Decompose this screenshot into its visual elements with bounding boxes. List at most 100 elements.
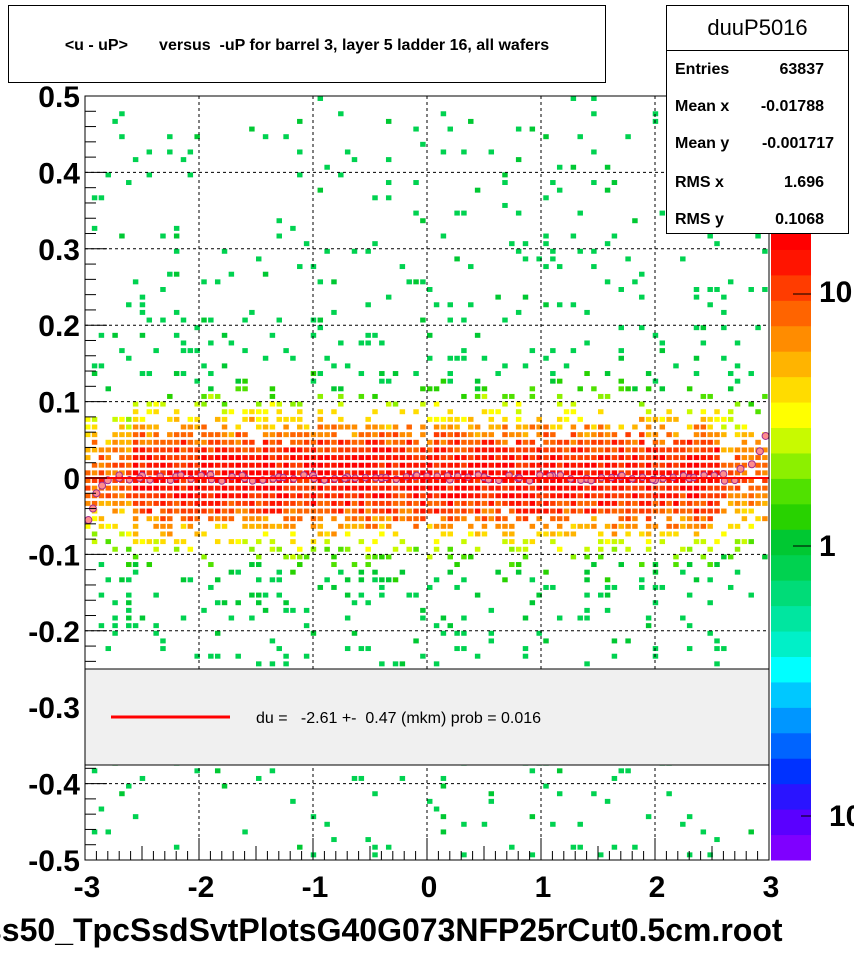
heatmap-cell xyxy=(119,432,125,438)
heatmap-cell xyxy=(515,210,522,216)
heatmap-cell xyxy=(447,523,453,529)
heatmap-cell xyxy=(290,355,296,361)
heatmap-cell xyxy=(543,569,549,575)
heatmap-cell xyxy=(433,577,440,583)
heatmap-cell xyxy=(721,508,727,514)
heatmap-cell xyxy=(290,607,296,613)
heatmap-cell xyxy=(468,118,474,124)
heatmap-cell xyxy=(413,455,419,461)
heatmap-cell xyxy=(105,485,111,491)
heatmap-cell xyxy=(413,409,419,415)
heatmap-cell xyxy=(331,424,337,430)
heatmap-cell xyxy=(550,424,556,430)
heatmap-cell xyxy=(297,447,303,453)
heatmap-cell xyxy=(639,439,645,445)
heatmap-cell xyxy=(351,630,358,636)
heatmap-cell xyxy=(700,523,707,529)
heatmap-cell xyxy=(132,424,139,430)
heatmap-cell xyxy=(461,821,467,827)
heatmap-cell xyxy=(297,432,303,438)
heatmap-cell xyxy=(187,439,194,445)
heatmap-cell xyxy=(385,577,392,583)
heatmap-cell xyxy=(604,584,611,590)
heatmap-cell xyxy=(591,508,597,514)
heatmap-cell xyxy=(604,607,611,613)
heatmap-cell xyxy=(379,462,385,468)
heatmap-cell xyxy=(515,516,522,522)
heatmap-cell xyxy=(481,470,488,476)
heatmap-cell xyxy=(173,508,180,514)
heatmap-cell xyxy=(365,554,371,560)
heatmap-cell xyxy=(495,439,501,445)
heatmap-cell xyxy=(693,462,700,468)
heatmap-cell xyxy=(652,470,659,476)
heatmap-cell xyxy=(112,432,118,438)
heatmap-cell xyxy=(570,447,577,453)
heatmap-cell xyxy=(139,416,146,422)
heatmap-cell xyxy=(365,562,371,568)
heatmap-cell xyxy=(214,600,221,606)
heatmap-cell xyxy=(112,439,118,445)
heatmap-cell xyxy=(235,455,241,461)
heatmap-cell xyxy=(474,592,481,598)
heatmap-cell xyxy=(639,562,645,568)
heatmap-cell xyxy=(727,500,734,506)
heatmap-cell xyxy=(741,478,748,483)
heatmap-cell xyxy=(262,409,269,415)
heatmap-cell xyxy=(495,409,501,415)
heatmap-cell xyxy=(338,340,344,346)
heatmap-cell xyxy=(686,462,693,468)
heatmap-cell xyxy=(645,516,652,522)
heatmap-cell xyxy=(659,462,666,468)
heatmap-cell xyxy=(529,539,536,545)
heatmap-cell xyxy=(693,508,700,514)
heatmap-cell xyxy=(741,508,748,514)
heatmap-cell xyxy=(454,432,460,438)
heatmap-cell xyxy=(290,500,296,506)
heatmap-cell xyxy=(317,409,324,415)
heatmap-cell xyxy=(488,493,495,499)
heatmap-cell xyxy=(249,462,255,468)
heatmap-cell xyxy=(208,653,214,659)
heatmap-cell xyxy=(433,806,440,812)
heatmap-cell xyxy=(413,485,419,491)
heatmap-cell xyxy=(502,523,508,529)
heatmap-cell xyxy=(256,539,262,545)
heatmap-cell xyxy=(331,500,337,506)
heatmap-cell xyxy=(447,500,453,506)
heatmap-cell xyxy=(755,462,761,468)
heatmap-cell xyxy=(372,791,378,797)
heatmap-cell xyxy=(160,462,166,468)
heatmap-cell xyxy=(235,378,241,384)
heatmap-cell xyxy=(392,432,399,438)
heatmap-cell xyxy=(693,371,700,377)
heatmap-cell xyxy=(693,432,700,438)
heatmap-cell xyxy=(645,455,652,461)
heatmap-cell xyxy=(269,661,276,667)
heatmap-cell xyxy=(420,516,426,522)
heatmap-cell xyxy=(707,852,713,858)
heatmap-cell xyxy=(119,485,125,491)
stats-box: duuP5016 Entries 63837 Mean x -0.01788 M… xyxy=(666,5,849,234)
heatmap-cell xyxy=(707,455,713,461)
heatmap-cell xyxy=(502,516,508,522)
heatmap-cell xyxy=(379,378,385,384)
heatmap-cell xyxy=(625,386,631,392)
heatmap-cell xyxy=(324,577,330,583)
heatmap-cell xyxy=(543,424,549,430)
color-scale-step xyxy=(771,707,811,734)
heatmap-cell xyxy=(269,424,276,430)
heatmap-cell xyxy=(317,500,324,506)
heatmap-cell xyxy=(502,493,508,499)
heatmap-cell xyxy=(344,508,351,514)
heatmap-cell xyxy=(461,646,467,652)
heatmap-cell xyxy=(645,409,652,415)
heatmap-cell xyxy=(625,768,631,774)
heatmap-cell xyxy=(221,432,228,438)
heatmap-cell xyxy=(358,569,365,575)
heatmap-cell xyxy=(604,432,611,438)
heatmap-cell xyxy=(283,455,289,461)
heatmap-cell xyxy=(666,500,672,506)
heatmap-cell xyxy=(235,653,241,659)
heatmap-cell xyxy=(98,516,105,522)
